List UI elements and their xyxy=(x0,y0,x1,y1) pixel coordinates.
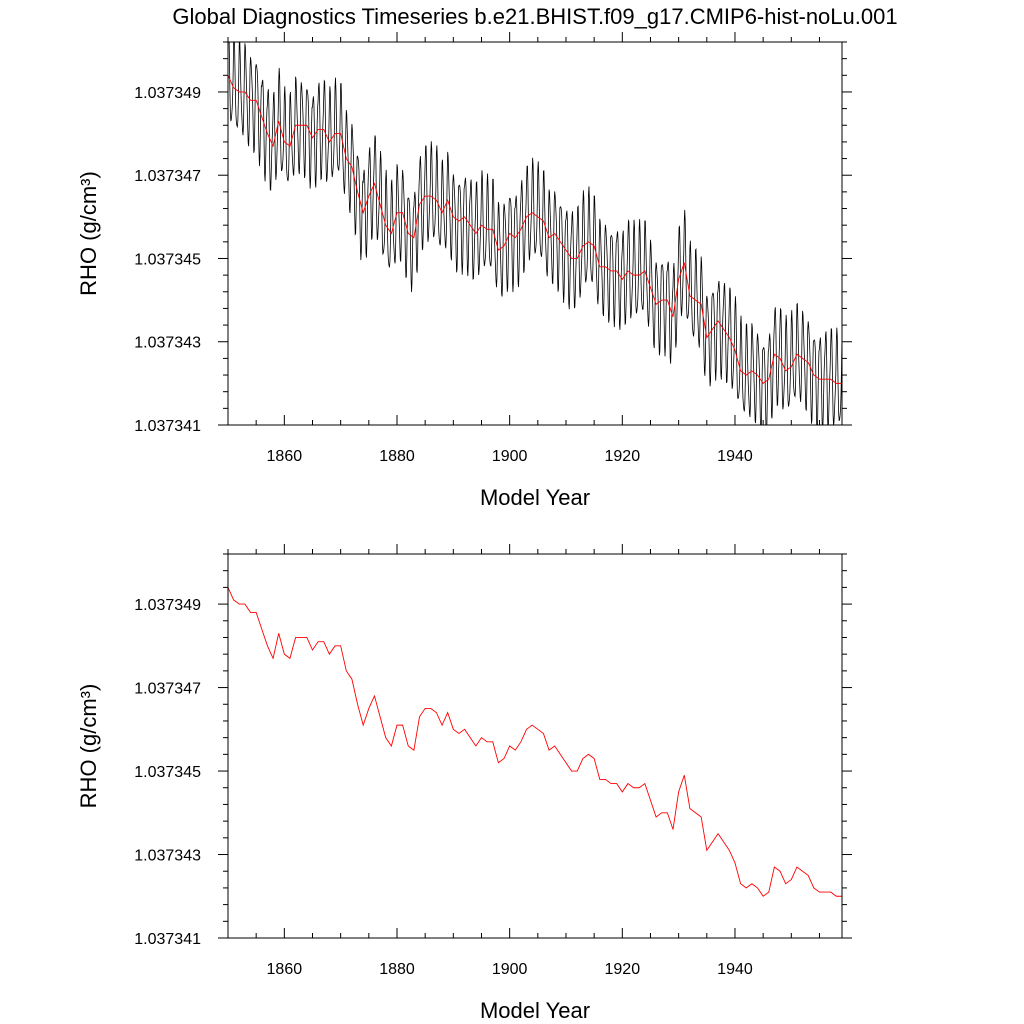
x-tick-label: 1940 xyxy=(717,448,753,465)
chart-title: Global Diagnostics Timeseries b.e21.BHIS… xyxy=(172,4,897,29)
y-tick-label: 1.037341 xyxy=(134,931,201,948)
y-tick-label: 1.037347 xyxy=(134,168,201,185)
x-tick-label: 1880 xyxy=(379,448,415,465)
y-tick-label: 1.037345 xyxy=(134,764,201,781)
monthly-series-line xyxy=(228,42,842,425)
x-tick-label: 1900 xyxy=(492,448,528,465)
y-tick-label: 1.037347 xyxy=(134,681,201,698)
y-tick-label: 1.037349 xyxy=(134,85,201,102)
top-panel: 1860 1880 1900 1920 1940 1.037341 1.037343 1.03… xyxy=(76,32,852,510)
x-axis-label: Model Year xyxy=(480,485,590,510)
y-tick-label: 1.037349 xyxy=(134,597,201,614)
y-tick-label: 1.037343 xyxy=(134,335,201,352)
plot-frame xyxy=(227,553,843,939)
x-tick-label: 1860 xyxy=(267,448,303,465)
x-tick-label: 1880 xyxy=(379,961,415,978)
annual-mean-line xyxy=(228,75,842,385)
x-tick-label: 1920 xyxy=(605,961,641,978)
annual-mean-line xyxy=(228,587,842,897)
x-tick-label: 1920 xyxy=(605,448,641,465)
x-tick-label: 1940 xyxy=(717,961,753,978)
y-tick-label: 1.037341 xyxy=(134,418,201,435)
bottom-panel: 1860 1880 1900 1920 1940 1.037341 1.037343 1.03… xyxy=(76,544,852,1023)
plot-frame xyxy=(227,41,843,426)
y-tick-label: 1.037345 xyxy=(134,251,201,268)
x-axis-label: Model Year xyxy=(480,998,590,1023)
x-tick-label: 1860 xyxy=(267,961,303,978)
y-axis-label: RHO (g/cm³) xyxy=(76,171,101,296)
y-tick-label: 1.037343 xyxy=(134,848,201,865)
y-axis-label: RHO (g/cm³) xyxy=(76,684,101,809)
x-tick-label: 1900 xyxy=(492,961,528,978)
